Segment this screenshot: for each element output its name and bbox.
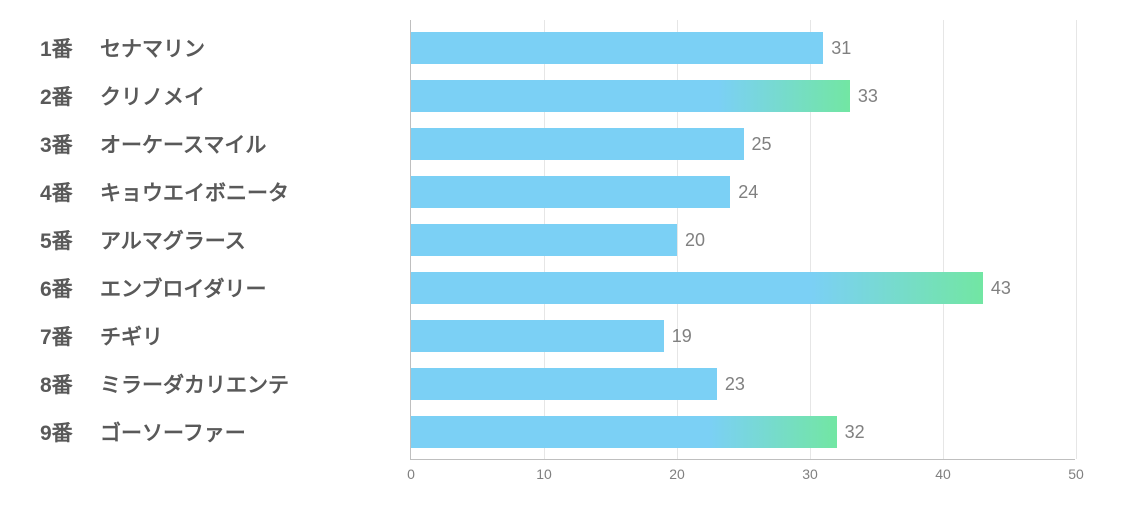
row-name: キョウエイボニータ bbox=[100, 177, 289, 207]
horizontal-bar-chart: 1番セナマリン2番クリノメイ3番オーケースマイル4番キョウエイボニータ5番アルマ… bbox=[40, 20, 1100, 490]
bar-value: 32 bbox=[845, 416, 865, 448]
row-number: 6番 bbox=[40, 273, 100, 303]
row-name: アルマグラース bbox=[100, 225, 246, 255]
row-name: ゴーソーファー bbox=[100, 417, 246, 447]
bar bbox=[411, 416, 837, 448]
row-number: 5番 bbox=[40, 225, 100, 255]
row-number: 1番 bbox=[40, 33, 100, 63]
x-tick: 50 bbox=[1068, 466, 1084, 482]
row-number: 4番 bbox=[40, 177, 100, 207]
row-number: 8番 bbox=[40, 369, 100, 399]
row-name: セナマリン bbox=[100, 33, 205, 63]
bar-value: 19 bbox=[672, 320, 692, 352]
bar bbox=[411, 320, 664, 352]
plot-area: 01020304050313325242043192332 bbox=[410, 20, 1075, 460]
bar bbox=[411, 176, 730, 208]
gridline bbox=[1076, 20, 1077, 459]
row-label: 7番チギリ bbox=[40, 320, 163, 352]
bar bbox=[411, 224, 677, 256]
row-label: 9番ゴーソーファー bbox=[40, 416, 246, 448]
row-number: 7番 bbox=[40, 321, 100, 351]
bar-value: 23 bbox=[725, 368, 745, 400]
row-number: 9番 bbox=[40, 417, 100, 447]
x-tick: 40 bbox=[935, 466, 951, 482]
bar-value: 25 bbox=[752, 128, 772, 160]
row-name: オーケースマイル bbox=[100, 129, 266, 159]
row-name: クリノメイ bbox=[100, 81, 205, 111]
row-name: エンブロイダリー bbox=[100, 273, 267, 303]
bar bbox=[411, 272, 983, 304]
bar-value: 24 bbox=[738, 176, 758, 208]
row-number: 3番 bbox=[40, 129, 100, 159]
row-label: 3番オーケースマイル bbox=[40, 128, 266, 160]
bar-value: 43 bbox=[991, 272, 1011, 304]
row-name: チギリ bbox=[100, 321, 163, 351]
bar bbox=[411, 80, 850, 112]
x-tick: 20 bbox=[669, 466, 685, 482]
bar bbox=[411, 32, 823, 64]
row-number: 2番 bbox=[40, 81, 100, 111]
row-label: 2番クリノメイ bbox=[40, 80, 205, 112]
row-label: 6番エンブロイダリー bbox=[40, 272, 267, 304]
x-tick: 30 bbox=[802, 466, 818, 482]
row-label: 5番アルマグラース bbox=[40, 224, 246, 256]
bar-value: 20 bbox=[685, 224, 705, 256]
x-tick: 10 bbox=[536, 466, 552, 482]
row-name: ミラーダカリエンテ bbox=[100, 369, 289, 399]
x-tick: 0 bbox=[407, 466, 415, 482]
bar-value: 33 bbox=[858, 80, 878, 112]
bar bbox=[411, 368, 717, 400]
row-label: 1番セナマリン bbox=[40, 32, 205, 64]
row-label: 8番ミラーダカリエンテ bbox=[40, 368, 289, 400]
gridline bbox=[943, 20, 944, 459]
bar bbox=[411, 128, 744, 160]
row-label: 4番キョウエイボニータ bbox=[40, 176, 289, 208]
bar-value: 31 bbox=[831, 32, 851, 64]
